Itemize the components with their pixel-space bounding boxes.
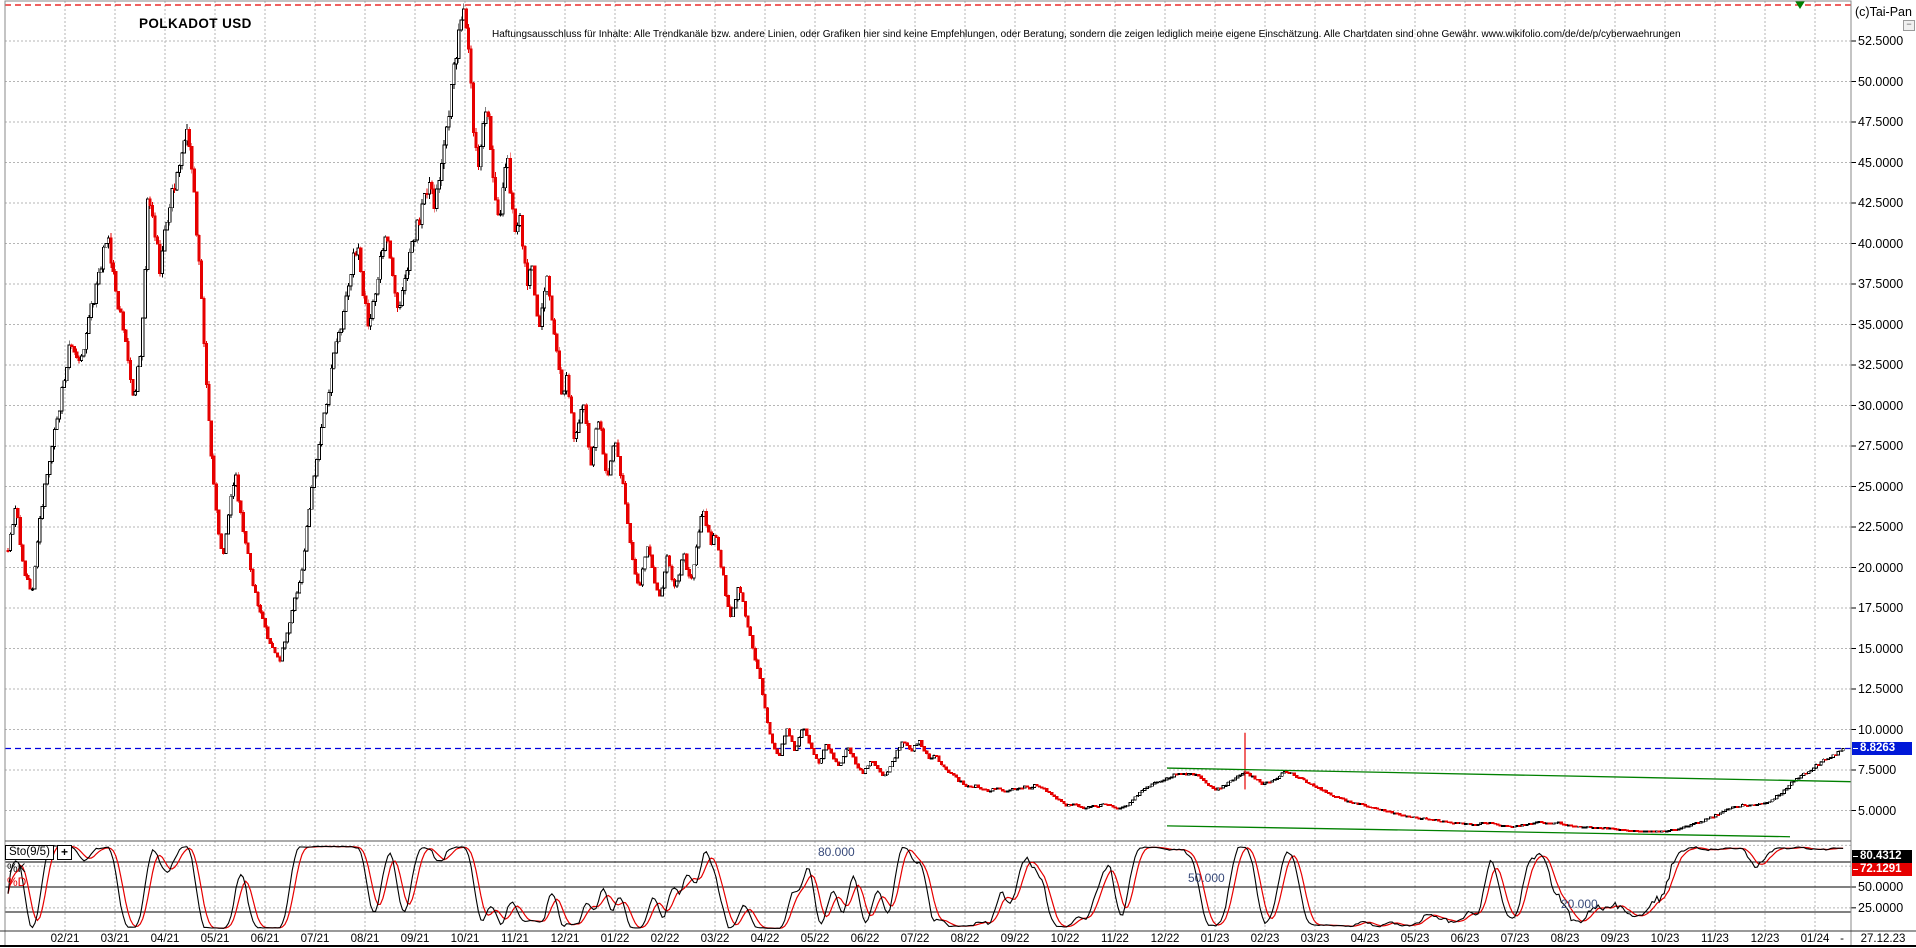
date-label: 06/22: [850, 933, 880, 945]
price-tick-label: 20.0000: [1858, 560, 1904, 575]
date-tail-dash: -: [1840, 933, 1844, 945]
date-label: 07/21: [300, 933, 330, 945]
date-label: 02/23: [1250, 933, 1280, 945]
sto-axis-label: 25.0000: [1858, 900, 1904, 915]
date-label: 05/23: [1400, 933, 1430, 945]
date-label: 11/22: [1101, 933, 1129, 945]
date-label: 09/22: [1000, 933, 1030, 945]
sto-k-label: %K: [7, 861, 26, 875]
date-label: 11/21: [501, 933, 529, 945]
date-label: 04/21: [150, 933, 180, 945]
last-date-label: 27.12.23: [1860, 933, 1906, 945]
sto-legend-box[interactable]: Sto(9/5): [5, 845, 54, 860]
disclaimer-text: Haftungsausschluss für Inhalte: Alle Tre…: [492, 29, 1681, 40]
date-label: 10/23: [1650, 933, 1680, 945]
price-tick-label: 47.5000: [1858, 115, 1904, 129]
date-label: 05/21: [200, 933, 230, 945]
date-label: 03/21: [100, 933, 130, 945]
price-tick-label: 50.0000: [1858, 74, 1904, 89]
sto-scale-label: 80.000: [818, 845, 855, 859]
date-label: 02/21: [50, 933, 80, 945]
date-label: 08/22: [950, 933, 980, 945]
last-price-box: 8.8263: [1852, 742, 1912, 755]
price-tick-label: 35.0000: [1858, 317, 1904, 332]
date-label: 12/23: [1750, 933, 1780, 945]
date-label: 03/22: [700, 933, 730, 945]
price-tick-label: 7.5000: [1858, 763, 1897, 777]
price-tick-label: 12.5000: [1858, 682, 1904, 696]
date-label: 01/23: [1200, 933, 1230, 945]
date-label: 10/21: [450, 933, 480, 945]
date-label: 12/21: [550, 933, 580, 945]
date-label: 02/22: [650, 933, 680, 945]
price-tick-label: 5.0000: [1858, 803, 1897, 818]
date-label: 11/23: [1701, 933, 1729, 945]
price-tick-label: 17.5000: [1858, 601, 1904, 615]
price-tick-label: 52.5000: [1858, 34, 1904, 48]
sto-scale-label: 20.000: [1561, 897, 1598, 911]
price-tick-label: 15.0000: [1858, 641, 1904, 656]
price-tick-label: 45.0000: [1858, 155, 1904, 170]
date-label: 05/22: [800, 933, 830, 945]
date-label: 10/22: [1050, 933, 1080, 945]
price-tick-label: 30.0000: [1858, 398, 1904, 413]
date-label: 01/22: [600, 933, 630, 945]
sto-plus-icon[interactable]: +: [57, 845, 72, 860]
date-label: 08/21: [350, 933, 380, 945]
date-label: 08/23: [1550, 933, 1580, 945]
sto-d-label: %D: [7, 875, 27, 889]
price-tick-label: 25.0000: [1858, 479, 1904, 494]
date-label: 12/22: [1150, 933, 1180, 945]
collapse-icon[interactable]: −: [1903, 20, 1915, 31]
date-label: 07/23: [1500, 933, 1530, 945]
date-label: 03/23: [1300, 933, 1330, 945]
date-label: 09/21: [400, 933, 430, 945]
price-tick-label: 22.5000: [1858, 520, 1904, 534]
date-label: 07/22: [900, 933, 930, 945]
price-tick-label: 37.5000: [1858, 277, 1904, 291]
sto-scale-label: 50.000: [1188, 871, 1225, 885]
price-tick-label: 10.0000: [1858, 722, 1904, 737]
date-label: 06/23: [1450, 933, 1480, 945]
sto-k-value-box: 80.4312: [1852, 850, 1912, 863]
date-label: 01/24: [1800, 933, 1830, 945]
date-label: 06/21: [250, 933, 280, 945]
copyright-label: (c)Tai-Pan: [1855, 5, 1912, 19]
date-label: 04/23: [1350, 933, 1380, 945]
price-tick-label: 32.5000: [1858, 358, 1904, 372]
sto-d-value-box: 72.1291: [1852, 863, 1912, 876]
price-tick-label: 42.5000: [1858, 196, 1904, 210]
sto-axis-label: 50.0000: [1858, 879, 1904, 894]
date-label: 04/22: [750, 933, 780, 945]
price-tick-label: 40.0000: [1858, 236, 1904, 251]
date-label: 09/23: [1600, 933, 1630, 945]
price-tick-label: 27.5000: [1858, 439, 1904, 453]
page-title: POLKADOT USD: [139, 16, 252, 31]
